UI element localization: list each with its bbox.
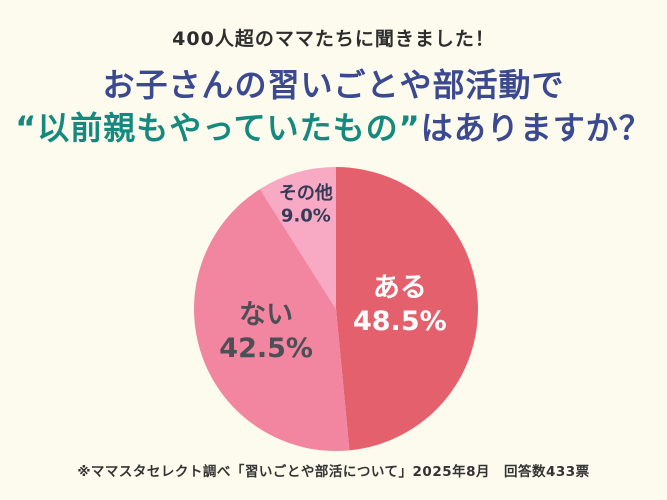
pie-slice-percent-0: 48.5% xyxy=(353,306,447,337)
pie-slice-percent-1: 42.5% xyxy=(219,333,313,364)
pie-slice-label-1: ない xyxy=(239,300,293,331)
pie-slice-0 xyxy=(336,167,478,451)
pie-slice-label-2: その他 xyxy=(279,182,333,204)
pie-slice-percent-2: 9.0% xyxy=(281,206,331,227)
title-rest: はありますか？ xyxy=(420,108,652,147)
source-note: ※ママスタセレクト調べ「習いごとや部活について」2025年8月 回答数433票 xyxy=(77,464,590,480)
pie-slice-label-0: ある xyxy=(373,273,427,304)
page-title: お子さんの習いごとや部活動で “以前親もやっていたもの”はありますか？ xyxy=(0,64,667,150)
pie-slice-1 xyxy=(194,189,350,451)
title-line-2: “以前親もやっていたもの”はありますか？ xyxy=(0,107,667,150)
title-line-1: お子さんの習いごとや部活動で xyxy=(102,66,565,104)
pie-slice-2 xyxy=(259,167,336,309)
title-highlight: “以前親もやっていたもの” xyxy=(15,108,421,147)
survey-eyebrow: 400人超のママたちに聞きました！ xyxy=(172,28,495,50)
